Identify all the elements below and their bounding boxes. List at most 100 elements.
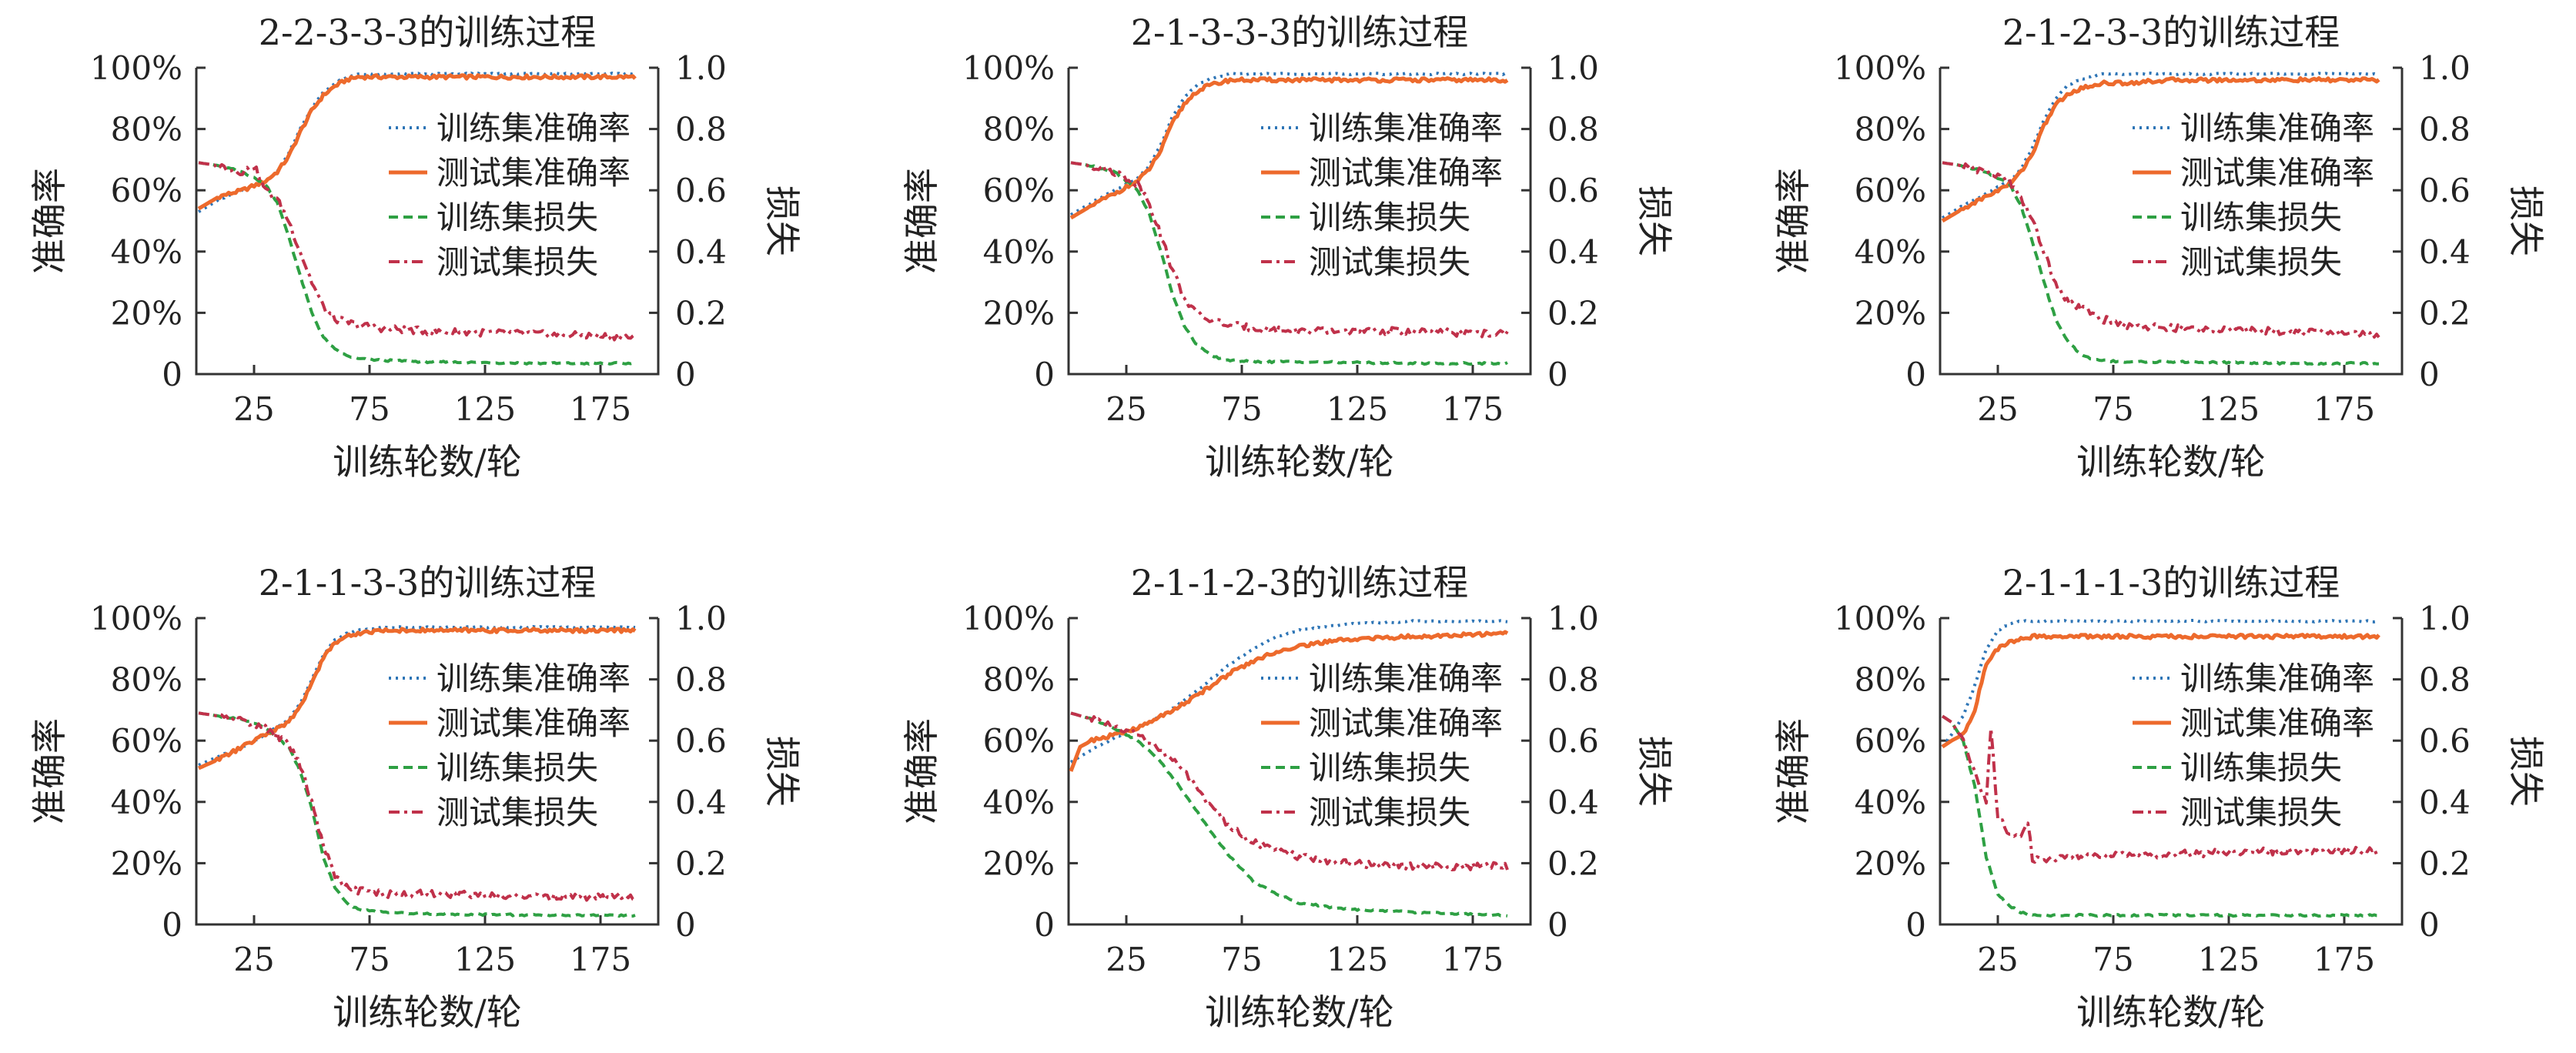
y-tick-label: 40% (983, 784, 1055, 821)
legend-label: 训练集准确率 (2180, 660, 2374, 697)
x-tick-label: 175 (2313, 941, 2375, 978)
y2-tick-label: 0.2 (675, 294, 727, 332)
y2-axis-label: 损失 (1634, 736, 1675, 807)
chart-title: 2-1-3-3-3的训练过程 (1131, 12, 1469, 53)
y-axis-label: 准确率 (28, 168, 70, 274)
y-tick-label: 0 (1905, 906, 1926, 944)
y-axis-label: 准确率 (1772, 718, 1814, 824)
y2-tick-label: 0.8 (1547, 111, 1599, 149)
y-tick-label: 20% (111, 294, 182, 332)
y-axis-label: 准确率 (901, 718, 942, 824)
legend-label: 测试集损失 (437, 794, 598, 831)
series-line-dashdot (1941, 714, 2380, 864)
y2-tick-label: 0.2 (675, 844, 727, 882)
series-line-dashed (198, 161, 636, 366)
y-tick-label: 40% (983, 233, 1055, 271)
axes-frame (195, 68, 660, 376)
y2-tick-label: 0 (2419, 906, 2440, 944)
y-tick-label: 20% (1855, 294, 1926, 332)
y2-tick-label: 0.4 (675, 784, 727, 821)
series-line-dashed (1070, 711, 1508, 918)
y-tick-label: 60% (111, 172, 182, 209)
legend-label: 测试集准确率 (1309, 704, 1503, 742)
y2-tick-label: 0 (1547, 356, 1568, 393)
x-tick-label: 125 (2198, 390, 2260, 428)
legend-label: 训练集损失 (2180, 749, 2342, 787)
y2-tick-label: 1.0 (675, 600, 727, 637)
y-tick-label: 0 (162, 356, 182, 393)
chart-panel-5: 2-1-1-2-3的训练过程 0 20% 40% 60% 80% 100% 0 0.2 0.4 0.… (901, 562, 1675, 1033)
y2-tick-label: 1.0 (2419, 49, 2471, 87)
y2-tick-label: 0.6 (1547, 172, 1599, 209)
y2-tick-label: 0.8 (1547, 661, 1599, 699)
y-tick-label: 80% (111, 111, 182, 149)
series-line-dashdot (1070, 711, 1509, 871)
y-tick-label: 80% (1855, 661, 1926, 699)
y2-tick-label: 0 (675, 906, 696, 944)
x-tick-label: 25 (1106, 390, 1146, 428)
y-tick-label: 100% (90, 49, 182, 87)
series-line-dashed (1941, 714, 2379, 918)
y-tick-label: 80% (111, 661, 182, 699)
x-tick-label: 25 (1106, 941, 1146, 978)
y-tick-label: 20% (983, 844, 1055, 882)
legend-label: 训练集损失 (1309, 199, 1470, 236)
y2-tick-label: 1.0 (2419, 600, 2471, 637)
x-tick-label: 125 (1326, 390, 1388, 428)
legend-label: 训练集准确率 (437, 660, 631, 697)
x-tick-label: 125 (1326, 941, 1388, 978)
series-line-solid (198, 627, 637, 771)
x-tick-label: 175 (2313, 390, 2375, 428)
series-line-solid (1069, 76, 1509, 220)
y-tick-label: 60% (983, 172, 1055, 209)
y2-tick-label: 0.8 (2419, 111, 2471, 149)
chart-panel-4: 2-1-1-3-3的训练过程 0 20% 40% 60% 80% 100% 0 0.2 0.4 0.… (28, 562, 803, 1033)
legend-label: 训练集准确率 (2180, 109, 2374, 147)
y-tick-label: 60% (983, 722, 1055, 760)
y-tick-label: 0 (162, 906, 182, 944)
y2-tick-label: 0.4 (1547, 784, 1599, 821)
legend-label: 训练集损失 (437, 749, 598, 787)
legend-label: 训练集准确率 (1309, 660, 1503, 697)
x-axis-label: 训练轮数/轮 (333, 441, 522, 483)
y-tick-label: 80% (1855, 111, 1926, 149)
series-line-dotted (1942, 72, 2380, 219)
series-line-dotted (1070, 72, 1508, 216)
series-line-solid (197, 73, 637, 211)
x-tick-label: 175 (570, 941, 631, 978)
legend-label: 训练集损失 (2180, 199, 2342, 236)
series-line-dashdot (198, 711, 636, 902)
x-axis-label: 训练轮数/轮 (2076, 991, 2266, 1033)
legend-label: 测试集损失 (1309, 243, 1470, 281)
axes-frame (1067, 618, 1532, 926)
x-tick-label: 125 (454, 941, 516, 978)
y-tick-label: 80% (983, 111, 1055, 149)
x-tick-label: 75 (349, 390, 390, 428)
y2-axis-label: 损失 (2505, 186, 2547, 256)
y2-tick-label: 0.8 (2419, 661, 2471, 699)
y2-tick-label: 1.0 (675, 49, 727, 87)
x-tick-label: 25 (233, 941, 274, 978)
chart-title: 2-1-1-2-3的训练过程 (1131, 562, 1469, 603)
legend-label: 测试集准确率 (437, 154, 631, 192)
axes-frame (1939, 618, 2404, 926)
y2-tick-label: 0 (1547, 906, 1568, 944)
y2-tick-label: 0.4 (2419, 784, 2471, 821)
series-line-dashdot (1942, 161, 2380, 339)
legend-label: 测试集损失 (1309, 794, 1470, 831)
y2-tick-label: 1.0 (1547, 49, 1599, 87)
series-line-solid (1069, 630, 1509, 772)
y2-axis-label: 损失 (2505, 736, 2547, 807)
series-line-solid (1941, 76, 2380, 223)
legend-label: 测试集损失 (437, 243, 598, 281)
y2-axis-label: 损失 (1634, 186, 1675, 256)
x-axis-label: 训练轮数/轮 (333, 991, 522, 1033)
y-tick-label: 20% (1855, 844, 1926, 882)
x-axis-label: 训练轮数/轮 (1205, 441, 1394, 483)
series-line-dashdot (198, 161, 637, 343)
y-tick-label: 100% (1834, 49, 1926, 87)
y-tick-label: 60% (1855, 722, 1926, 760)
chart-panel-2: 2-1-3-3-3的训练过程 0 20% 40% 60% 80% 100% 0 0.2 0.4 0.… (901, 12, 1675, 483)
x-axis-label: 训练轮数/轮 (2076, 441, 2266, 483)
